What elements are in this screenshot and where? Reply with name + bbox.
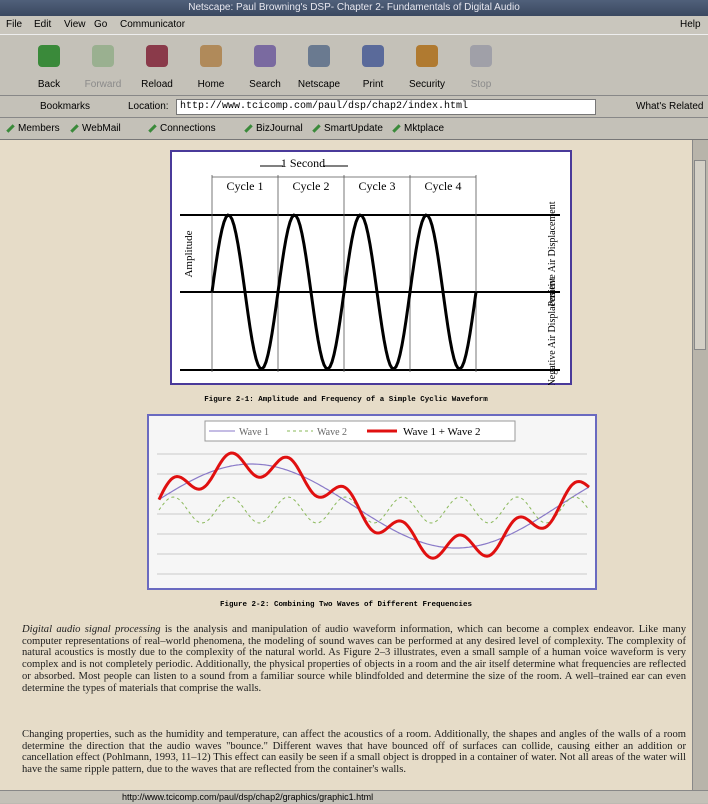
scroll-thumb[interactable]	[694, 160, 706, 350]
bookmark-link[interactable]: SmartUpdate	[312, 123, 383, 134]
icon	[92, 45, 114, 67]
cycle-label: Cycle 3	[359, 179, 396, 193]
button-label: Print	[363, 79, 384, 90]
window-title: Netscape: Paul Browning's DSP- Chapter 2…	[188, 2, 520, 13]
toolbar-button[interactable]: Print	[348, 39, 398, 90]
menu-item[interactable]: File	[6, 16, 22, 34]
cycle-label: Cycle 4	[425, 179, 462, 193]
toolbar: Back Forward Reload Home Search Netscape Print…	[0, 34, 708, 96]
page: Netscape: Paul Browning's DSP- Chapter 2…	[0, 0, 708, 803]
icon	[254, 45, 276, 67]
cycle-label: Cycle 2	[293, 179, 330, 193]
toolbar-button[interactable]: Stop	[456, 39, 506, 90]
figure-caption: Figure 2-2: Combining Two Waves of Diffe…	[0, 601, 692, 609]
personal-toolbar: Members WebMail Connections BizJournal S…	[0, 118, 708, 140]
button-label: Reload	[141, 79, 173, 90]
bookmark-link[interactable]: Connections	[148, 123, 216, 134]
menu-item[interactable]: Communicator	[120, 16, 185, 34]
paragraph: Digital audio signal processing is the a…	[22, 624, 686, 694]
figure-2: Wave 1 Wave 2 Wave 1 + Wave 2	[147, 414, 597, 590]
location-bar: Bookmarks Location: http://www.tcicomp.c…	[0, 96, 708, 118]
figure-1: 1 Second Cycle 1 Cycle 2 Cycle 3 Cycle 4…	[170, 150, 572, 385]
icon	[200, 45, 222, 67]
toolbar-button[interactable]: Back	[24, 39, 74, 90]
icon	[146, 45, 168, 67]
icon	[308, 45, 330, 67]
button-label: Forward	[85, 79, 122, 90]
figure-caption: Figure 2-1: Amplitude and Frequency of a…	[0, 396, 692, 404]
button-label: Stop	[471, 79, 492, 90]
button-label: Search	[249, 79, 281, 90]
icon	[362, 45, 384, 67]
emphasis: Digital audio signal processing	[22, 624, 161, 635]
legend-label: Wave 1 + Wave 2	[403, 426, 481, 438]
bookmark-link[interactable]: Mktplace	[392, 123, 444, 134]
status-bar: http://www.tcicomp.com/paul/dsp/chap2/gr…	[0, 790, 708, 803]
bookmark-link[interactable]: Members	[6, 123, 60, 134]
icon	[470, 45, 492, 67]
whats-related[interactable]: What's Related	[636, 101, 704, 112]
status-url: http://www.tcicomp.com/paul/dsp/chap2/gr…	[122, 791, 373, 804]
toolbar-button[interactable]: Forward	[78, 39, 128, 90]
legend-label: Wave 1	[239, 427, 269, 438]
button-label: Netscape	[298, 79, 340, 90]
button-label: Security	[409, 79, 445, 90]
menu-item[interactable]: Go	[94, 16, 107, 34]
toolbar-button[interactable]: Home	[186, 39, 236, 90]
location-label: Location:	[128, 101, 169, 112]
page-content: 1 Second Cycle 1 Cycle 2 Cycle 3 Cycle 4…	[0, 140, 692, 790]
url-field[interactable]: http://www.tcicomp.com/paul/dsp/chap2/in…	[176, 99, 596, 115]
bookmark-link[interactable]: BizJournal	[244, 123, 303, 134]
menu-bar: File Edit View Go Communicator Help	[0, 16, 708, 34]
button-label: Home	[198, 79, 225, 90]
icon	[416, 45, 438, 67]
title-bar: Netscape: Paul Browning's DSP- Chapter 2…	[0, 0, 708, 16]
menu-item[interactable]: View	[64, 16, 86, 34]
button-label: Back	[38, 79, 60, 90]
bookmarks-button[interactable]: Bookmarks	[40, 101, 90, 112]
cycle-label: Cycle 1	[227, 179, 264, 193]
toolbar-button[interactable]: Security	[402, 39, 452, 90]
amplitude-label: Amplitude	[183, 230, 195, 277]
paragraph: Changing properties, such as the humidit…	[22, 729, 686, 776]
time-span-label: 1 Second	[281, 156, 325, 170]
toolbar-button[interactable]: Reload	[132, 39, 182, 90]
menu-item[interactable]: Edit	[34, 16, 51, 34]
toolbar-button[interactable]: Search	[240, 39, 290, 90]
menu-item[interactable]: Help	[680, 16, 701, 34]
icon	[38, 45, 60, 67]
legend-label: Wave 2	[317, 427, 347, 438]
toolbar-button[interactable]: Netscape	[294, 39, 344, 90]
negative-label: Negative Air Displacement	[547, 277, 558, 385]
bookmark-link[interactable]: WebMail	[70, 123, 121, 134]
